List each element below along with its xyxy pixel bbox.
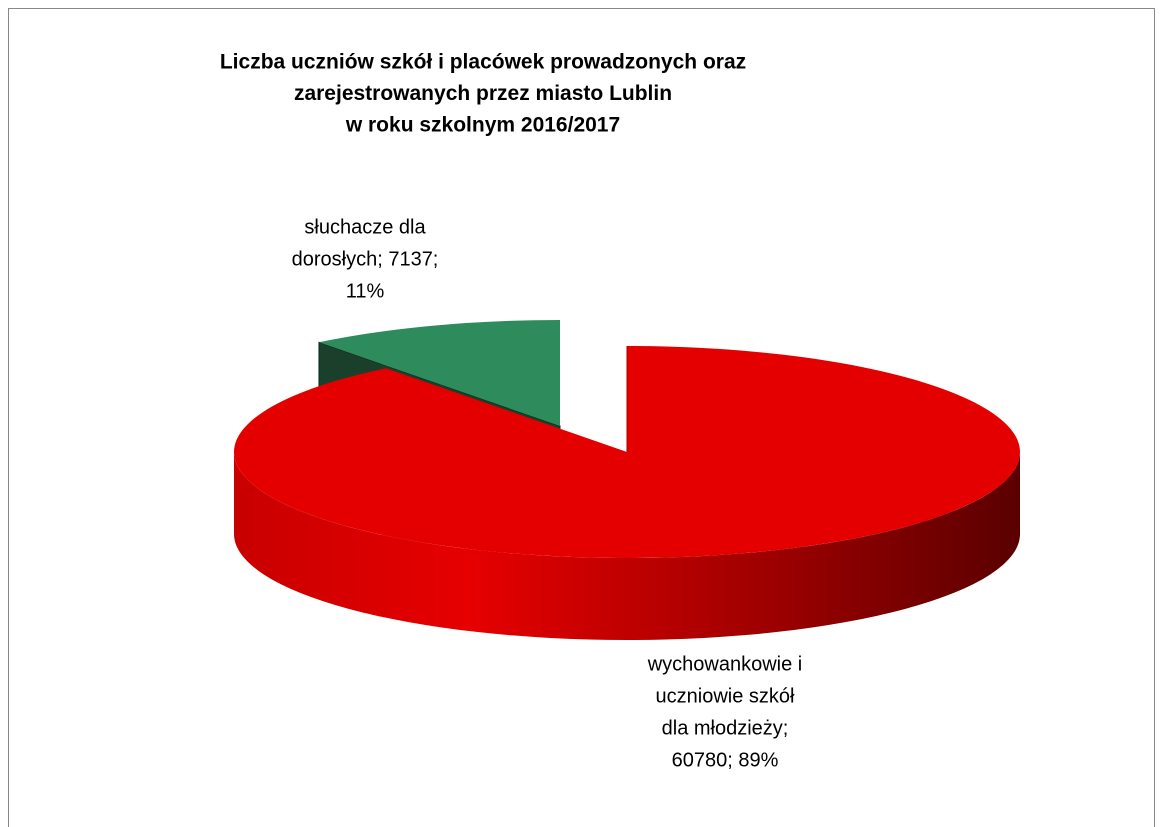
chart-title: Liczba uczniów szkół i placówek prowadzo… [220,51,746,74]
data-label: uczniowie szkół [656,685,796,707]
data-label: dla młodzieży; [662,717,789,739]
data-label: 60780; 89% [672,749,779,771]
data-label: słuchacze dla [304,216,426,238]
data-label: 11% [346,280,385,302]
data-label: dorosłych; 7137; [292,248,439,270]
data-label: wychowankowie i [647,653,803,675]
chart-title: w roku szkolnym 2016/2017 [345,114,620,137]
chart-title: zarejestrowanych przez miasto Lublin [294,82,672,105]
slice [318,320,560,426]
frame [8,8,1155,827]
slice-wall [234,452,1020,640]
